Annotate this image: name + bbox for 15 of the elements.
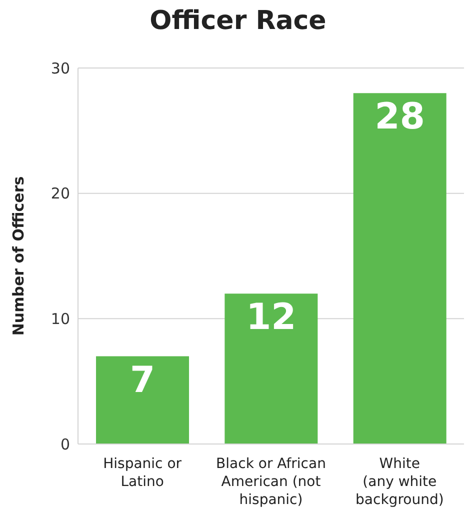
bar xyxy=(224,294,318,444)
x-tick-label: Hispanic or Latino xyxy=(103,456,182,490)
bar xyxy=(353,93,446,444)
data-label: 12 xyxy=(246,297,296,338)
data-label: 7 xyxy=(130,360,156,401)
y-axis-title: Number of Officers xyxy=(9,176,28,336)
y-tick-label: 10 xyxy=(50,310,70,328)
chart-title: Officer Race xyxy=(148,5,328,38)
x-tick-label: Black or African American (not hispanic) xyxy=(216,456,326,508)
x-tick-label: White (any white background) xyxy=(356,456,444,508)
y-tick-label: 30 xyxy=(50,59,70,78)
data-label: 28 xyxy=(374,96,425,138)
bar xyxy=(96,356,190,444)
y-tick-label: 20 xyxy=(50,184,70,203)
y-tick-label: 0 xyxy=(60,435,70,454)
